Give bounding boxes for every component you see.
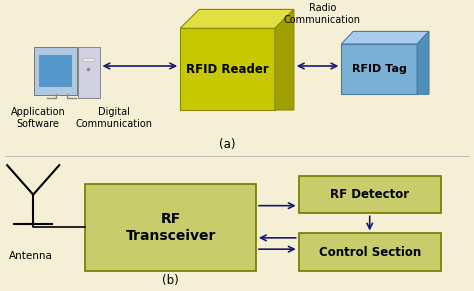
Text: Application
Software: Application Software [10, 107, 65, 129]
FancyBboxPatch shape [299, 233, 441, 271]
Text: (b): (b) [162, 274, 179, 287]
Polygon shape [341, 31, 429, 44]
FancyBboxPatch shape [85, 184, 256, 271]
Text: (a): (a) [219, 138, 236, 151]
Polygon shape [180, 9, 294, 28]
Text: RFID Reader: RFID Reader [186, 63, 269, 76]
Text: Digital
Communication: Digital Communication [75, 107, 152, 129]
Text: Antenna: Antenna [9, 251, 53, 261]
FancyBboxPatch shape [78, 47, 100, 98]
Polygon shape [417, 31, 429, 94]
FancyBboxPatch shape [180, 28, 275, 110]
FancyBboxPatch shape [299, 176, 441, 213]
FancyBboxPatch shape [39, 55, 71, 86]
FancyBboxPatch shape [34, 47, 77, 95]
Text: RFID Tag: RFID Tag [352, 64, 407, 74]
Polygon shape [275, 9, 294, 110]
Text: RF Detector: RF Detector [330, 188, 409, 201]
Text: Radio
Communication: Radio Communication [284, 3, 361, 25]
FancyBboxPatch shape [341, 44, 417, 94]
Text: RF
Transceiver: RF Transceiver [126, 212, 216, 242]
Text: Control Section: Control Section [319, 246, 421, 259]
FancyBboxPatch shape [82, 58, 94, 61]
